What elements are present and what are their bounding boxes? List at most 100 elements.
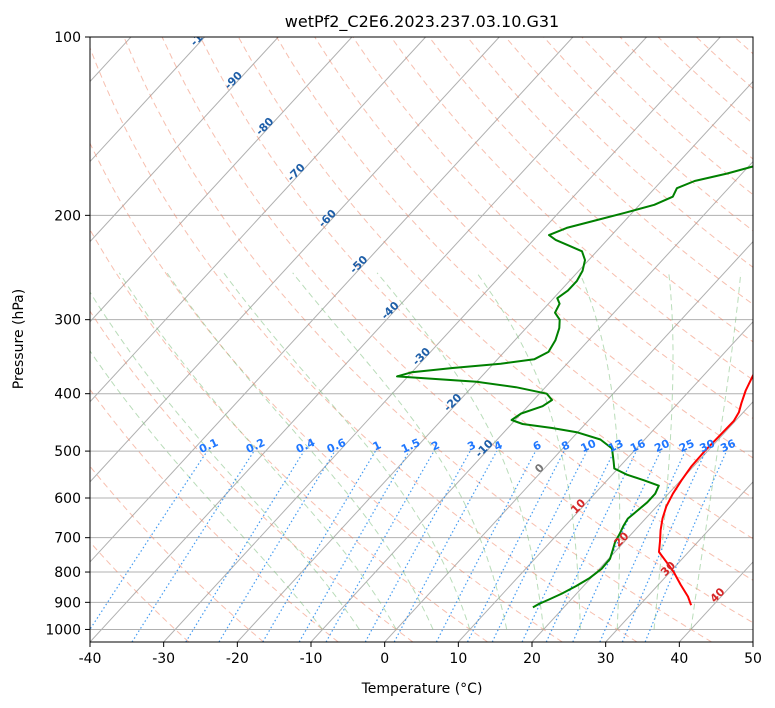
dry-adiabat-line bbox=[90, 46, 638, 642]
moist-adiabat-line bbox=[579, 272, 621, 630]
mixing-ratio-line bbox=[325, 450, 435, 642]
mixing-ratio-label: 10 bbox=[579, 437, 599, 455]
moist-adiabat-line bbox=[376, 272, 544, 630]
moist-adiabat-line bbox=[223, 272, 471, 630]
isotherm-label: -40 bbox=[379, 299, 402, 322]
mixing-ratio-label: 0.1 bbox=[197, 436, 220, 456]
isotherm-line bbox=[90, 37, 426, 403]
profile-line-1 bbox=[396, 165, 753, 609]
mixing-ratio-label: 0.4 bbox=[294, 436, 317, 456]
isotherm-line bbox=[90, 37, 500, 483]
mixing-ratio-line bbox=[644, 450, 728, 642]
mixing-ratio-label: 16 bbox=[628, 437, 648, 455]
moist-adiabat-line bbox=[90, 291, 360, 630]
dry-adiabat-line bbox=[237, 37, 753, 540]
y-tick-label: 500 bbox=[54, 444, 81, 460]
isotherm-label: 10 bbox=[568, 496, 588, 516]
mixing-ratio-line bbox=[262, 450, 376, 642]
mixing-ratio-line bbox=[599, 450, 686, 642]
x-tick-label: 50 bbox=[744, 651, 762, 667]
mixing-ratio-line bbox=[90, 450, 208, 631]
dry-adiabat-line bbox=[90, 142, 563, 642]
plot-frame bbox=[89, 36, 754, 643]
mixing-ratio-line bbox=[131, 450, 255, 642]
mixing-ratio-label: 30 bbox=[698, 437, 718, 455]
mixing-ratio-label: 36 bbox=[718, 437, 738, 455]
isotherm-line bbox=[0, 37, 57, 642]
mixing-ratio-label: 0.6 bbox=[325, 436, 348, 456]
moist-adiabat-line bbox=[292, 272, 508, 630]
dry-adiabat-line bbox=[734, 37, 753, 55]
isotherm-line bbox=[605, 481, 753, 642]
mixing-ratio-line bbox=[491, 450, 588, 642]
isotherm-label: -30 bbox=[410, 345, 433, 368]
mixing-ratio-line bbox=[364, 450, 471, 642]
mixing-ratio-label: 1.5 bbox=[399, 436, 422, 456]
moist-adiabat-line bbox=[118, 272, 397, 630]
mixing-ratio-line bbox=[521, 450, 615, 642]
y-tick-label: 900 bbox=[54, 595, 81, 611]
mixing-ratio-line bbox=[393, 450, 498, 642]
x-tick-label: 30 bbox=[597, 651, 615, 667]
y-tick-label: 1000 bbox=[45, 622, 81, 638]
moist-adiabat-line bbox=[690, 272, 742, 630]
dry-adiabat-line bbox=[90, 388, 339, 642]
x-tick-label: 20 bbox=[523, 651, 541, 667]
mixing-ratio-line bbox=[466, 450, 565, 642]
isotherm-line bbox=[90, 37, 647, 642]
y-tick-label: 700 bbox=[54, 531, 81, 547]
mixing-ratio-line bbox=[621, 450, 707, 642]
axes: -40 -30 -20 -10 0 10 20 30 40 50 100 200 300 400 500 60… bbox=[45, 30, 762, 667]
mixing-ratio-label: 25 bbox=[677, 437, 696, 455]
dry-adiabat-line bbox=[123, 37, 712, 642]
plot-background bbox=[0, 37, 753, 642]
isotherm-line bbox=[457, 320, 753, 642]
moist-adiabat-line bbox=[166, 272, 434, 630]
isotherm-line bbox=[90, 37, 205, 163]
moist-adiabat-line bbox=[476, 272, 581, 630]
isotherm-line bbox=[163, 37, 721, 642]
y-tick-label: 100 bbox=[54, 30, 81, 46]
isotherm-line bbox=[90, 37, 353, 323]
isotherm-label: -20 bbox=[441, 391, 464, 414]
x-tick-label: 10 bbox=[449, 651, 467, 667]
y-axis-label: Pressure (hPa) bbox=[11, 289, 27, 389]
dry-adiabat-line bbox=[161, 37, 753, 624]
isotherm-line bbox=[752, 641, 753, 642]
dry-adiabat-line bbox=[90, 228, 488, 642]
dry-adiabat-line bbox=[90, 541, 190, 642]
isotherm-label: -10 bbox=[473, 437, 496, 460]
y-tick-label: 300 bbox=[54, 313, 81, 329]
isotherm-label: -60 bbox=[316, 207, 339, 230]
dry-adiabat-line bbox=[428, 37, 753, 343]
x-tick-label: 0 bbox=[380, 651, 389, 667]
dry-adiabat-line bbox=[199, 37, 753, 581]
dry-adiabat-line bbox=[390, 37, 753, 381]
y-tick-label: 200 bbox=[54, 208, 81, 224]
isotherm-label: -50 bbox=[347, 253, 370, 276]
x-axis-label: Temperature (°C) bbox=[361, 681, 483, 697]
dry-adiabat-line bbox=[90, 465, 264, 642]
x-tick-label: -20 bbox=[226, 651, 249, 667]
dry-adiabat-line bbox=[314, 37, 753, 459]
mixing-ratio-label: 13 bbox=[606, 437, 625, 455]
isotherm-label: -90 bbox=[222, 69, 245, 92]
dry-adiabat-line bbox=[505, 37, 753, 268]
mixing-ratio-line bbox=[218, 450, 336, 642]
dry-adiabat-line bbox=[695, 37, 753, 90]
y-tick-label: 400 bbox=[54, 387, 81, 403]
chart-title: wetPf2_C2E6.2023.237.03.10.G31 bbox=[285, 12, 559, 32]
isotherm-line bbox=[384, 240, 753, 642]
mixing-ratio-line bbox=[185, 450, 305, 642]
moist-adiabat-line bbox=[90, 350, 323, 630]
dry-adiabat-line bbox=[657, 37, 753, 125]
mixing-ratio-label: 20 bbox=[652, 437, 672, 455]
y-tick-label: 800 bbox=[54, 565, 81, 581]
isotherm-line bbox=[90, 37, 574, 563]
x-tick-label: -40 bbox=[79, 651, 102, 667]
isotherm-label: -100 bbox=[188, 20, 217, 49]
isotherm-label: -80 bbox=[253, 115, 276, 138]
mixing-ratio-line bbox=[298, 450, 410, 642]
isotherm-line bbox=[531, 401, 753, 642]
